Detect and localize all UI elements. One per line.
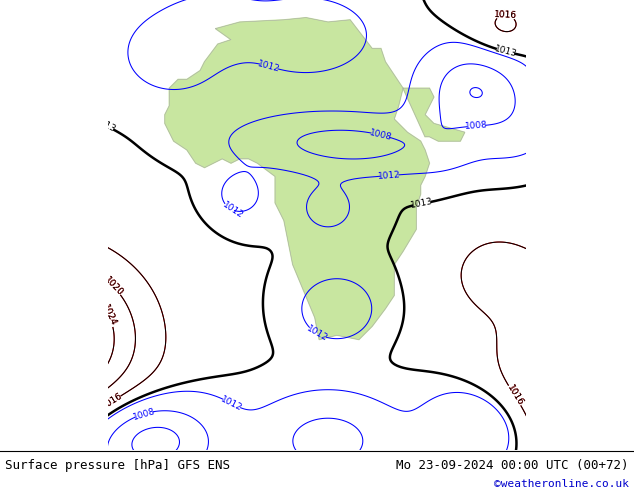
- Text: 1012: 1012: [257, 59, 281, 74]
- Text: 1020: 1020: [102, 275, 124, 298]
- Text: 1008: 1008: [301, 454, 325, 471]
- Text: 1013: 1013: [410, 197, 434, 210]
- Text: Surface pressure [hPa] GFS ENS: Surface pressure [hPa] GFS ENS: [5, 459, 230, 471]
- Text: 1028: 1028: [84, 338, 101, 363]
- Text: 1016: 1016: [100, 391, 125, 411]
- Text: 1028: 1028: [84, 338, 101, 363]
- Text: 1024: 1024: [100, 303, 117, 327]
- Text: 1016: 1016: [494, 10, 517, 21]
- Text: 1020: 1020: [527, 380, 545, 405]
- Text: 1012: 1012: [420, 455, 444, 475]
- Text: 1008: 1008: [465, 121, 488, 131]
- Text: ©weatheronline.co.uk: ©weatheronline.co.uk: [494, 479, 629, 490]
- Text: 1008: 1008: [132, 406, 157, 421]
- Text: 1024: 1024: [100, 303, 117, 327]
- Text: 1004: 1004: [148, 452, 172, 466]
- Text: 1016: 1016: [505, 383, 524, 408]
- Text: 1012: 1012: [378, 170, 401, 181]
- Text: 1013: 1013: [93, 116, 117, 134]
- Text: 1008: 1008: [368, 128, 392, 142]
- Text: 1013: 1013: [493, 44, 518, 59]
- Text: 1020: 1020: [527, 380, 545, 405]
- Text: 1012: 1012: [221, 200, 245, 220]
- Text: Mo 23-09-2024 00:00 UTC (00+72): Mo 23-09-2024 00:00 UTC (00+72): [396, 459, 629, 471]
- Text: 1012: 1012: [306, 324, 330, 343]
- Text: 1020: 1020: [102, 275, 124, 298]
- Text: 1016: 1016: [505, 383, 524, 408]
- Text: 1016: 1016: [494, 10, 517, 21]
- Text: 1012: 1012: [219, 394, 244, 413]
- Text: 1016: 1016: [100, 391, 125, 411]
- Polygon shape: [165, 18, 465, 340]
